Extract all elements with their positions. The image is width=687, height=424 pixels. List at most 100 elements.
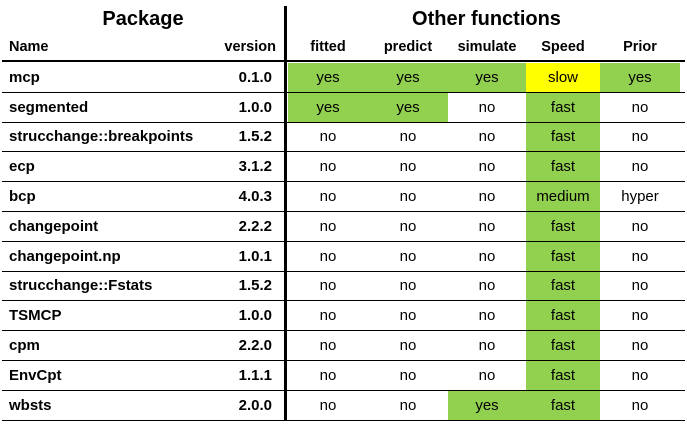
- row-separator: [2, 270, 685, 272]
- cell-speed: fast: [526, 390, 600, 420]
- cell-version: 4.0.3: [238, 188, 272, 206]
- row-separator: [2, 121, 685, 123]
- cell-simulate: no: [478, 217, 496, 235]
- cell-speed: fast: [526, 361, 600, 390]
- cell-predict: no: [399, 128, 417, 146]
- cell-name: strucchange::breakpoints: [9, 128, 194, 146]
- cell-predict: no: [399, 247, 417, 265]
- row-separator: [2, 300, 685, 302]
- cell-speed: fast: [526, 331, 600, 360]
- cell-speed: medium: [526, 182, 600, 211]
- cell-predict: yes: [368, 92, 448, 122]
- cell-predict: no: [399, 307, 417, 325]
- cell-speed: slow: [526, 63, 600, 92]
- cell-prior: hyper: [621, 188, 659, 206]
- row-separator: [2, 389, 685, 391]
- cell-name: cpm: [9, 337, 40, 355]
- row-separator: [2, 91, 685, 93]
- cell-fitted: no: [319, 158, 337, 176]
- cell-fitted: no: [319, 217, 337, 235]
- column-header-version: version: [224, 39, 276, 55]
- cell-fitted: no: [319, 337, 337, 355]
- row-separator: [2, 360, 685, 361]
- cell-fitted: no: [319, 277, 337, 295]
- cell-predict: no: [399, 337, 417, 355]
- cell-version: 1.5.2: [238, 128, 272, 146]
- column-header-predict: predict: [383, 39, 433, 55]
- cell-version: 1.0.1: [238, 247, 272, 265]
- row-separator: [2, 181, 685, 183]
- cell-prior: no: [631, 366, 649, 384]
- column-divider: [284, 6, 287, 420]
- cell-prior: no: [631, 247, 649, 265]
- cell-name: ecp: [9, 158, 35, 176]
- cell-name: TSMCP: [9, 307, 62, 325]
- cell-predict: yes: [368, 63, 448, 92]
- cell-name: changepoint.np: [9, 247, 121, 265]
- cell-version: 3.1.2: [238, 158, 272, 176]
- cell-version: 1.0.0: [238, 98, 272, 116]
- cell-predict: no: [399, 277, 417, 295]
- cell-speed: fast: [526, 152, 600, 182]
- cell-speed: fast: [526, 122, 600, 152]
- cell-fitted: no: [319, 307, 337, 325]
- cell-version: 2.0.0: [238, 396, 272, 414]
- column-header-simulate: simulate: [457, 39, 517, 55]
- cell-predict: no: [399, 366, 417, 384]
- cell-fitted: yes: [288, 92, 368, 122]
- cell-simulate: no: [478, 337, 496, 355]
- cell-prior: yes: [600, 63, 680, 92]
- cell-speed: fast: [526, 92, 600, 122]
- cell-version: 1.5.2: [238, 277, 272, 295]
- cell-fitted: no: [319, 366, 337, 384]
- row-separator: [2, 211, 685, 212]
- cell-prior: no: [631, 396, 649, 414]
- cell-prior: no: [631, 337, 649, 355]
- package-group-header: Package: [102, 7, 184, 30]
- cell-predict: no: [399, 396, 417, 414]
- row-separator: [2, 240, 685, 242]
- cell-speed: fast: [526, 301, 600, 331]
- cell-version: 0.1.0: [238, 68, 272, 86]
- cell-version: 1.1.1: [238, 366, 272, 384]
- cell-fitted: yes: [288, 63, 368, 92]
- column-header-fitted: fitted: [310, 39, 346, 55]
- cell-speed: fast: [526, 271, 600, 301]
- cell-name: wbsts: [9, 396, 52, 414]
- column-header-name: Name: [9, 39, 49, 55]
- cell-fitted: no: [319, 188, 337, 206]
- cell-prior: no: [631, 217, 649, 235]
- cell-simulate: no: [478, 366, 496, 384]
- cell-speed: fast: [526, 241, 600, 271]
- cell-speed: fast: [526, 212, 600, 241]
- cell-name: changepoint: [9, 217, 99, 235]
- cell-simulate: no: [478, 128, 496, 146]
- cell-version: 2.2.2: [238, 217, 272, 235]
- cell-simulate: no: [478, 98, 496, 116]
- cell-simulate: no: [478, 307, 496, 325]
- cell-name: EnvCpt: [9, 366, 62, 384]
- cell-prior: no: [631, 98, 649, 116]
- cell-name: bcp: [9, 188, 36, 206]
- cell-predict: no: [399, 158, 417, 176]
- row-separator: [2, 151, 685, 153]
- cell-prior: no: [631, 158, 649, 176]
- cell-predict: no: [399, 217, 417, 235]
- row-separator: [2, 419, 685, 421]
- cell-version: 1.0.0: [238, 307, 272, 325]
- cell-fitted: no: [319, 128, 337, 146]
- header-separator: [2, 60, 685, 62]
- cell-simulate: yes: [448, 63, 526, 92]
- cell-prior: no: [631, 307, 649, 325]
- cell-predict: no: [399, 188, 417, 206]
- row-separator: [2, 330, 685, 332]
- cell-simulate: no: [478, 158, 496, 176]
- cell-prior: no: [631, 277, 649, 295]
- cell-name: mcp: [9, 68, 40, 86]
- other-functions-group-header: Other functions: [412, 7, 561, 30]
- cell-name: strucchange::Fstats: [9, 277, 153, 295]
- column-header-prior: Prior: [623, 39, 657, 55]
- column-header-speed: Speed: [541, 39, 585, 55]
- cell-prior: no: [631, 128, 649, 146]
